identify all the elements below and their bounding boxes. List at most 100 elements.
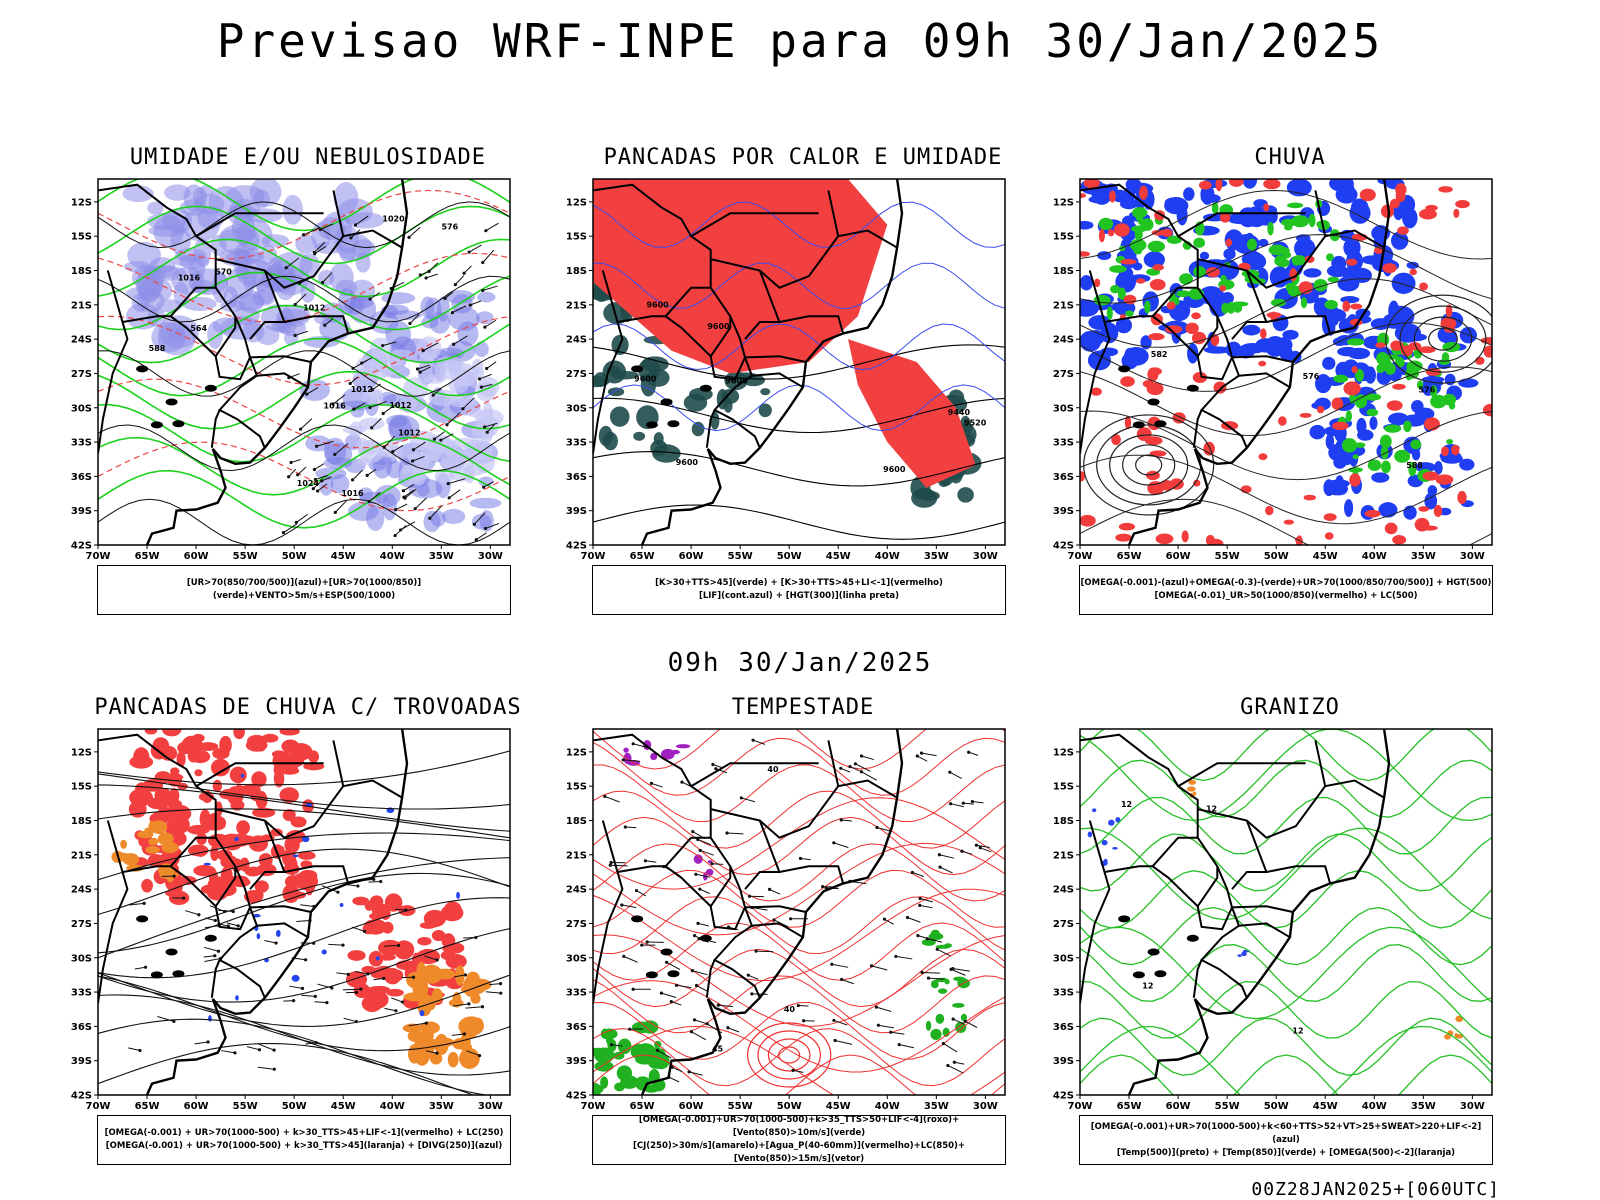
shaded-area bbox=[431, 930, 446, 942]
wind-arrow-head bbox=[897, 1043, 901, 1047]
lon-label: 55W bbox=[233, 551, 258, 562]
shaded-area bbox=[1287, 202, 1304, 209]
shaded-area bbox=[349, 421, 363, 438]
contour-ring bbox=[1385, 294, 1492, 384]
wind-arrow bbox=[429, 505, 442, 519]
lat-label: 30S bbox=[71, 403, 92, 414]
lon-label: 60W bbox=[679, 1101, 704, 1112]
lake bbox=[136, 915, 149, 923]
lon-label: 45W bbox=[1313, 1101, 1338, 1112]
lat-label: 42S bbox=[566, 541, 587, 552]
wind-arrow-head bbox=[725, 831, 729, 835]
shaded-area bbox=[288, 857, 298, 876]
wind-arrow-head bbox=[314, 1041, 318, 1045]
shaded-area bbox=[253, 189, 270, 209]
wind-arrow bbox=[355, 970, 369, 975]
wind-arrow-head bbox=[402, 495, 406, 499]
shaded-area bbox=[1379, 434, 1392, 449]
shaded-area bbox=[1430, 394, 1447, 409]
contour-label: 588 bbox=[1406, 461, 1423, 470]
wind-arrow bbox=[314, 1001, 327, 1004]
lon-label: 45W bbox=[826, 551, 851, 562]
wind-arrow bbox=[289, 985, 303, 989]
wind-arrow-head bbox=[674, 983, 679, 987]
shaded-area bbox=[228, 875, 249, 885]
lat-label: 42S bbox=[1053, 541, 1074, 552]
wind-arrow bbox=[314, 246, 327, 255]
border-line bbox=[210, 959, 221, 998]
shaded-area bbox=[653, 432, 664, 446]
shaded-area bbox=[1350, 303, 1363, 310]
lon-label: 60W bbox=[184, 1101, 209, 1112]
contour-line bbox=[593, 1025, 1005, 1095]
shaded-area bbox=[122, 185, 154, 203]
wind-arrow-head bbox=[413, 507, 417, 511]
wind-arrow bbox=[482, 249, 495, 263]
shaded-area bbox=[1352, 454, 1359, 460]
lon-label: 70W bbox=[581, 1101, 606, 1112]
lat-label: 36S bbox=[1053, 1022, 1074, 1033]
wind-arrow bbox=[636, 890, 647, 897]
lon-label: 55W bbox=[233, 1101, 258, 1112]
contour-label: 582 bbox=[1151, 350, 1168, 359]
border-line bbox=[1177, 212, 1306, 238]
wind-arrow-head bbox=[609, 860, 613, 865]
shaded-area bbox=[1118, 522, 1136, 531]
wind-arrow-head bbox=[692, 1018, 697, 1022]
wind-arrow-head bbox=[694, 983, 699, 988]
lat-label: 42S bbox=[71, 541, 92, 552]
wind-arrow bbox=[419, 366, 432, 373]
shaded-area bbox=[402, 1023, 423, 1033]
wind-arrow-head bbox=[609, 1043, 614, 1047]
wind-arrow-head bbox=[370, 426, 374, 430]
shaded-area bbox=[1333, 374, 1349, 383]
contour-line bbox=[98, 350, 510, 397]
wind-arrow-head bbox=[418, 370, 422, 374]
shaded-area bbox=[723, 398, 733, 413]
shaded-area bbox=[1337, 346, 1359, 357]
wind-arrow-head bbox=[951, 1017, 955, 1021]
contour-ring bbox=[1413, 316, 1473, 362]
contour-line bbox=[1080, 1025, 1492, 1095]
wind-arrow bbox=[645, 860, 657, 863]
lat-label: 33S bbox=[71, 988, 92, 999]
wind-arrow bbox=[691, 1031, 707, 1041]
shaded-area bbox=[1106, 306, 1113, 320]
lat-label: 36S bbox=[566, 472, 587, 483]
wind-arrow bbox=[676, 984, 692, 989]
wind-arrow-head bbox=[213, 954, 217, 958]
wind-arrow-head bbox=[410, 459, 415, 463]
wind-arrow bbox=[878, 1024, 895, 1029]
shaded-area bbox=[471, 422, 496, 440]
wind-arrow-head bbox=[418, 273, 422, 277]
shaded-area bbox=[1324, 299, 1338, 310]
shaded-area bbox=[1380, 445, 1389, 460]
border-line bbox=[593, 183, 761, 449]
shaded-area bbox=[1136, 278, 1146, 284]
wind-arrow-head bbox=[960, 849, 964, 853]
shaded-area bbox=[445, 905, 460, 920]
shaded-area bbox=[957, 487, 974, 503]
wind-arrow bbox=[454, 275, 465, 285]
shaded-area bbox=[1147, 240, 1166, 253]
contour-line bbox=[593, 790, 1005, 849]
panel-title: TEMPESTADE bbox=[731, 695, 875, 720]
contour-label: 9600 bbox=[883, 465, 906, 474]
contour-label: 576 bbox=[441, 223, 458, 232]
wind-arrow-head bbox=[404, 908, 408, 912]
wind-arrow bbox=[403, 483, 415, 492]
contour-line bbox=[593, 729, 1005, 770]
wind-arrow-head bbox=[301, 233, 306, 237]
wind-arrow-head bbox=[669, 1000, 673, 1004]
border-line bbox=[249, 270, 286, 340]
wind-arrow-head bbox=[710, 862, 714, 866]
wind-arrow bbox=[353, 402, 366, 410]
shaded-area bbox=[1193, 237, 1206, 248]
wind-arrow-head bbox=[499, 991, 503, 995]
contour-line bbox=[98, 773, 510, 810]
wind-arrow bbox=[371, 417, 382, 429]
shaded-area bbox=[1325, 253, 1334, 262]
wind-arrow bbox=[980, 847, 992, 853]
wind-arrow bbox=[368, 492, 381, 502]
